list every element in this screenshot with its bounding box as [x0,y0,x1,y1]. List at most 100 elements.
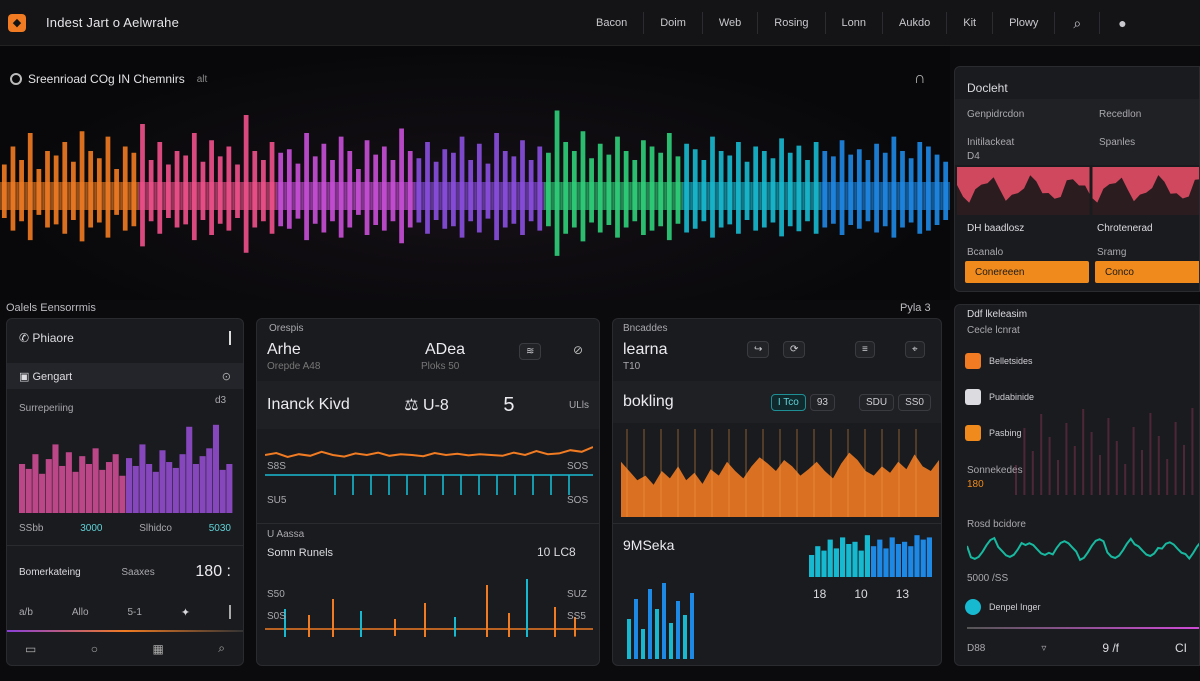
slider-handle[interactable] [228,605,231,619]
trash-icon[interactable]: ▦ [152,641,164,656]
right-list-title: Ddf lkeleasim [967,309,1028,320]
waveform-band [43,182,53,210]
waveform-band [639,182,649,210]
panel-c-pill-3[interactable]: SS0 [898,393,931,411]
divider [613,523,941,524]
pin-icon[interactable]: ⌖ [905,341,925,358]
waveform-band [405,182,416,210]
waveform-band [794,182,804,210]
teal-spike [648,589,652,659]
progress-line [7,630,243,632]
chart-bar [85,464,92,513]
refresh-icon[interactable]: ⟳ [783,341,806,358]
waveform-band [863,182,873,210]
circle-icon[interactable]: ○ [90,641,99,656]
nav-item-doim[interactable]: Doim [643,12,702,34]
panel-c-title: learna [623,341,668,358]
waveform-band [190,182,200,210]
waveform-band [414,182,424,210]
waveform-band [112,182,122,210]
top-bar: ◆ Indest Jart o Aelwrahe Bacon Doim Web … [0,0,1200,46]
teal-spike [634,599,638,659]
teal-bar [858,550,864,577]
right-list-item-2-label: Pasbing [989,428,1022,438]
right-footer-item[interactable]: Denpel Inger [965,599,1041,615]
bg-bar [1183,445,1185,495]
waveform-band [716,182,726,210]
panel-a-ctrl-2[interactable]: 5-1 [127,606,142,618]
search-icon[interactable]: ⌕ [218,641,225,655]
panel-a-axis: SSbb 3000 Slhidco 5030 [7,523,243,534]
panel-b-line-label-3: SOS [567,495,589,506]
user-icon[interactable]: ● [1099,12,1144,34]
right-list-item-0[interactable]: Belletsides [965,353,1033,369]
waveform-band [630,182,640,210]
nav-item-plowy[interactable]: Plowy [992,12,1054,34]
waveform-band [302,182,312,210]
panel-c-pill-2[interactable]: SDU [858,393,895,411]
waveform-band [423,182,433,210]
panel-b-chart [265,446,593,495]
bg-bar [1099,455,1101,495]
waveform-band [466,182,476,210]
bg-bar [1141,450,1143,495]
right-list-item-2[interactable]: Pasbing [965,425,1022,441]
right-list-item-1[interactable]: Pudabinide [965,389,1034,405]
waveform-band [328,182,338,210]
nav-item-bacon[interactable]: Bacon [596,17,628,29]
teal-bar [877,539,883,577]
waveform-band [164,182,174,210]
panel-a-subtitle: Surreperiing [19,403,74,414]
right-button-1[interactable]: Conco [1095,261,1199,283]
panel-c-pill-1[interactable]: 93 [809,393,835,411]
panel-c-area-chart [621,429,939,517]
teal-spike [655,609,659,659]
puzzle-icon[interactable]: ✦ [180,606,191,619]
panel-c-pill-0[interactable]: I Tco [770,393,806,411]
waveform-band [319,182,329,210]
bg-bar [1124,464,1127,495]
link-icon[interactable]: ⊘ [573,343,584,357]
teal-bar [809,555,815,577]
bg-bar [1065,423,1068,495]
waveform-band [561,182,571,210]
filter-icon[interactable]: ▿ [1041,642,1047,654]
right-button-0[interactable]: Conereeen [965,261,1089,283]
panel-a-ctrl-1[interactable]: Allo [71,606,89,618]
chart-bar [19,464,26,513]
panel-a-ctrl-0[interactable]: a/b [19,606,33,618]
chevron-icon[interactable]: ↪ [747,341,770,358]
flame-icon[interactable]: ◆ [8,13,26,32]
waveform-band [449,182,459,210]
teal-bar [815,546,821,577]
waveform-band [880,182,891,210]
panel-b-row2-value: ⚖ U-8 [404,395,449,415]
waveform-band [276,182,286,210]
nav-item-rosing[interactable]: Rosing [757,12,824,34]
folder-icon[interactable]: ▭ [25,641,37,656]
panel-b-row2-val: U-8 [423,397,449,414]
nav-item-aukdo[interactable]: Aukdo [882,12,946,34]
panel-a-section[interactable]: ▣ Gengart ⊙ [7,363,243,389]
waveform-band [647,182,657,210]
settings-icon[interactable]: ⊙ [221,370,231,383]
nav-item-kit[interactable]: Kit [946,12,992,34]
waveform-band [595,182,606,210]
waveform-band [233,182,243,210]
chart-bar [152,471,159,513]
waveform-band [699,182,709,210]
waveform-band [51,182,61,210]
panel-b-axis-0: S50 [267,589,285,600]
nav-item-web[interactable]: Web [701,12,757,34]
bg-bar [1149,413,1152,495]
headphones-icon[interactable]: ∩ [914,70,926,87]
wave-icon[interactable]: ≋ [519,343,542,360]
nav-item-lonn[interactable]: Lonn [824,12,882,34]
graph-icon[interactable]: ≡ [855,341,875,358]
teal-bar [914,535,920,577]
teal-bar [852,541,858,577]
waveform-band [25,182,36,210]
waveform-band [397,182,407,210]
search-icon[interactable]: ⌕ [1054,12,1099,34]
waveform-band [932,182,942,210]
